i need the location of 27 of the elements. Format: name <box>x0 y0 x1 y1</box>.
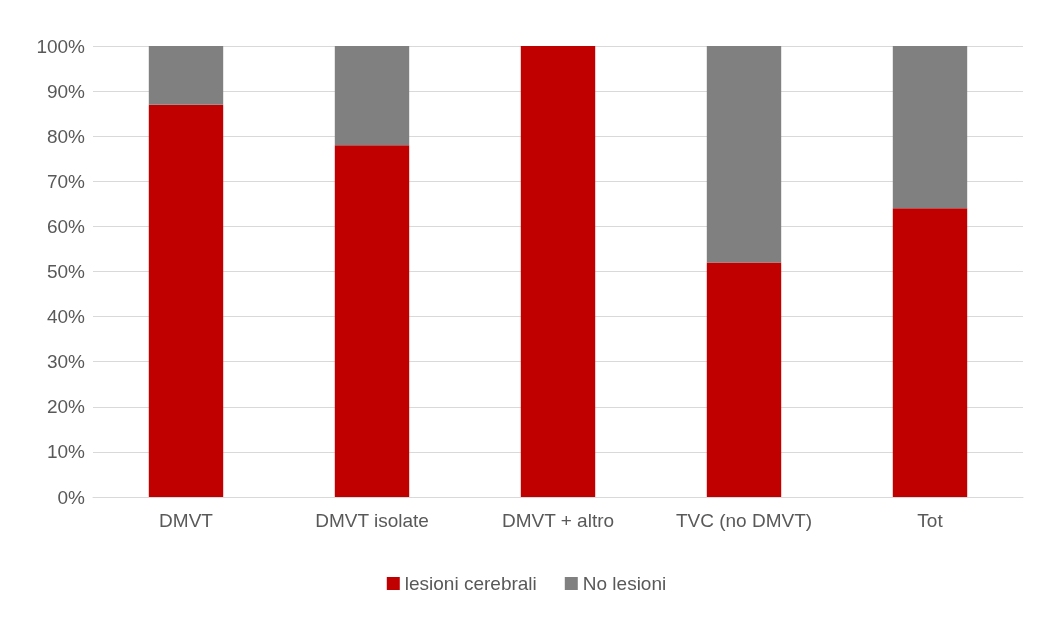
y-tick-label: 30% <box>46 351 86 373</box>
y-tick-label: 20% <box>46 396 86 418</box>
y-tick-label: 0% <box>57 486 86 508</box>
y-tick-label: 10% <box>46 441 86 463</box>
x-tick-label: TVC (no DMVT) <box>675 510 813 531</box>
legend-label: No lesioni <box>582 573 667 594</box>
y-tick-label: 40% <box>46 306 86 328</box>
x-tick-label: DMVT <box>159 510 214 531</box>
y-tick-label: 100% <box>36 35 86 57</box>
bar <box>892 46 968 209</box>
y-tick-label: 60% <box>46 215 86 237</box>
bar <box>892 208 968 497</box>
y-tick-label: 80% <box>46 125 86 147</box>
y-tick-label: 90% <box>46 80 86 102</box>
x-tick-label: Tot <box>917 510 944 531</box>
y-tick-label: 50% <box>46 261 86 282</box>
bar <box>334 46 410 146</box>
bar <box>334 145 410 497</box>
bar <box>706 262 782 497</box>
legend-label: lesioni cerebrali <box>404 573 537 594</box>
bar <box>148 46 224 105</box>
x-tick-label: DMVT isolate <box>315 510 429 531</box>
bar <box>148 104 224 497</box>
bar <box>706 46 782 263</box>
x-tick-label: DMVT + altro <box>501 510 615 531</box>
y-tick-label: 70% <box>46 170 86 192</box>
bar <box>520 46 596 497</box>
